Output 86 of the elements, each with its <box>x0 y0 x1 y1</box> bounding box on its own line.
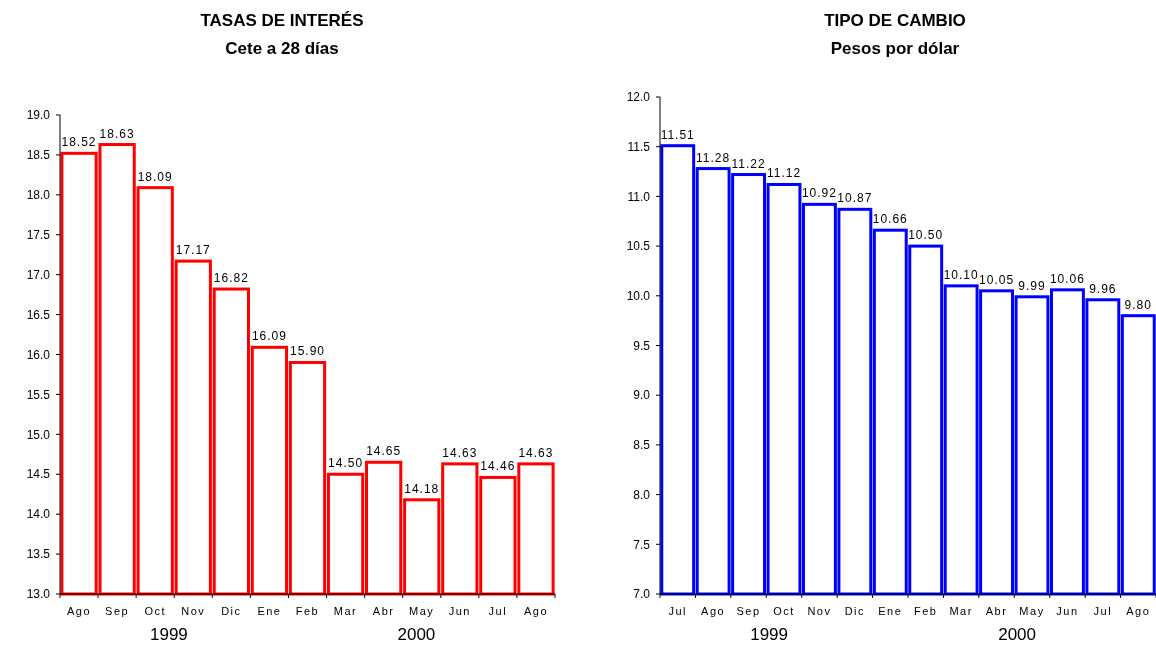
x-tick-label: Nov <box>807 605 832 617</box>
x-tick-label: Jul <box>488 605 508 617</box>
y-tick-label: 17.0 <box>26 267 51 282</box>
y-tick-label: 17.5 <box>26 227 51 242</box>
text: 2000 <box>998 625 1037 644</box>
x-tick-label: Jun <box>1056 605 1079 617</box>
x-tick-label: Sep <box>105 605 130 617</box>
x-tick-label: Abr <box>985 605 1008 617</box>
y-tick-label: 19.0 <box>26 108 51 123</box>
data-label: 11.28 <box>696 150 731 165</box>
x-tick-label: Ago <box>67 605 92 617</box>
chart-subtitle: Pesos por dólar <box>830 39 960 58</box>
y-tick-label: 15.0 <box>26 427 51 442</box>
x-tick-label: Jun <box>448 605 471 617</box>
data-label: 14.65 <box>366 444 402 459</box>
data-label: 14.50 <box>328 456 364 471</box>
x-tick-label: May <box>1019 605 1045 617</box>
x-tick-label: Sep <box>736 605 761 617</box>
x-tick-label: Oct <box>773 605 795 617</box>
x-tick-label: Ago <box>523 605 548 617</box>
x-tick-label: Jul <box>1093 605 1113 617</box>
y-tick-label: 14.5 <box>26 467 51 482</box>
x-tick-label: Ago <box>1126 605 1151 617</box>
text: 2000 <box>397 625 436 644</box>
data-label: 10.66 <box>872 212 908 227</box>
x-tick-label: Jul <box>668 605 687 617</box>
y-tick-label: 11.5 <box>627 139 651 154</box>
text: 1999 <box>149 625 188 644</box>
x-tick-label: Ago <box>701 605 726 617</box>
x-tick-label: Mar <box>333 605 358 617</box>
y-tick-label: 7.0 <box>633 587 651 602</box>
y-tick-label: 15.5 <box>26 387 51 402</box>
data-label: 15.90 <box>289 344 326 359</box>
data-label: 10.06 <box>1049 271 1085 286</box>
chart-subtitle: Cete a 28 días <box>225 39 339 58</box>
data-label: 17.17 <box>175 243 211 258</box>
chart-title: TASAS DE INTERÉS <box>200 11 364 30</box>
data-label: 14.63 <box>518 445 554 460</box>
y-tick-label: 9.5 <box>633 338 651 353</box>
data-label: 10.92 <box>801 186 837 201</box>
data-label: 10.50 <box>908 228 944 243</box>
data-label: 11.22 <box>731 156 766 171</box>
data-label: 18.52 <box>61 135 97 150</box>
data-label: 14.63 <box>442 445 478 460</box>
x-tick-label: Ene <box>878 605 903 617</box>
y-tick-label: 18.0 <box>26 188 51 203</box>
data-label: 18.63 <box>99 126 135 141</box>
x-tick-label: Ene <box>257 605 282 617</box>
x-tick-label: Abr <box>372 605 395 617</box>
y-tick-label: 8.5 <box>633 438 651 453</box>
y-tick-label: 9.0 <box>633 388 651 403</box>
data-label: 18.09 <box>137 169 173 184</box>
data-label: 16.09 <box>251 329 287 344</box>
data-label: 11.12 <box>766 166 802 181</box>
chart-title: TIPO DE CAMBIO <box>824 11 966 30</box>
data-label: 9.96 <box>1089 281 1117 296</box>
y-tick-label: 16.0 <box>26 347 51 362</box>
x-tick-label: Dic <box>221 605 242 617</box>
data-label: 9.80 <box>1124 297 1152 312</box>
x-tick-label: Oct <box>144 605 166 617</box>
y-tick-label: 11.0 <box>627 189 651 204</box>
y-tick-label: 10.0 <box>626 289 651 303</box>
data-label: 10.10 <box>943 267 979 282</box>
y-tick-label: 8.0 <box>633 487 651 502</box>
y-tick-label: 10.5 <box>626 239 651 254</box>
data-label: 14.18 <box>404 481 440 496</box>
y-tick-label: 12.0 <box>626 90 651 105</box>
text: 1999 <box>750 625 789 644</box>
y-tick-label: 16.5 <box>26 307 51 322</box>
y-tick-label: 14.0 <box>26 507 51 522</box>
data-label: 14.46 <box>480 459 516 474</box>
data-label: 11.51 <box>660 127 695 142</box>
x-tick-label: Dic <box>844 605 866 617</box>
data-label: 10.87 <box>837 191 873 206</box>
x-tick-label: May <box>409 605 435 617</box>
x-tick-label: Feb <box>913 605 938 617</box>
x-tick-label: Mar <box>949 605 973 617</box>
x-tick-label: Nov <box>181 605 206 617</box>
data-label: 9.99 <box>1018 278 1046 293</box>
y-tick-label: 18.5 <box>26 148 51 163</box>
data-label: 10.05 <box>979 272 1015 287</box>
y-tick-label: 7.5 <box>633 537 651 552</box>
y-tick-label: 13.5 <box>26 547 51 562</box>
x-tick-label: Feb <box>295 605 320 617</box>
y-tick-label: 13.0 <box>26 587 51 602</box>
data-label: 16.82 <box>213 271 249 286</box>
